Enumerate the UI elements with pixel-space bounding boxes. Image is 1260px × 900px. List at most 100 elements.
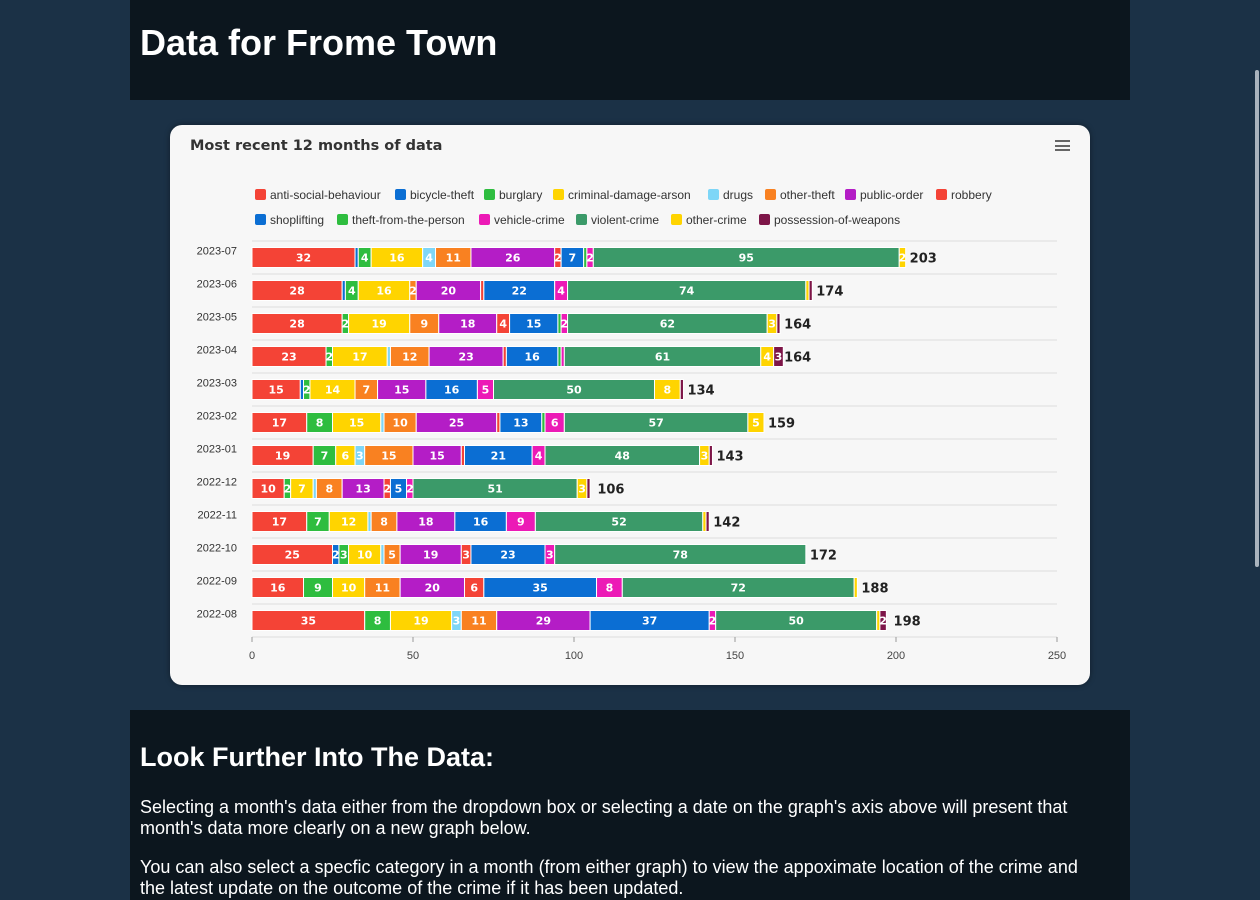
- legend-swatch: [845, 189, 856, 200]
- data-label: 2: [325, 351, 333, 364]
- legend-item-theft-from-the-person[interactable]: theft-from-the-person: [337, 213, 465, 227]
- category-label[interactable]: 2022-11: [197, 510, 237, 522]
- legend-item-other-crime[interactable]: other-crime: [671, 213, 747, 227]
- category-label[interactable]: 2023-07: [197, 246, 237, 258]
- data-label: 20: [441, 285, 457, 298]
- data-label: 28: [289, 318, 304, 331]
- legend-item-vehicle-crime[interactable]: vehicle-crime: [479, 213, 565, 227]
- header-panel: Data for Frome Town: [130, 0, 1130, 100]
- legend-item-public-order[interactable]: public-order: [845, 188, 923, 202]
- data-label: 5: [752, 417, 760, 430]
- data-label: 3: [546, 549, 554, 562]
- total-label: 159: [768, 417, 795, 432]
- data-label: 32: [296, 252, 311, 265]
- data-label: 23: [500, 549, 515, 562]
- data-label: 4: [557, 285, 565, 298]
- legend-item-other-theft[interactable]: other-theft: [765, 188, 835, 202]
- bar-segment-other-crime[interactable]: [747, 412, 765, 433]
- data-label: 11: [446, 252, 461, 265]
- data-label: 2: [554, 252, 562, 265]
- category-label[interactable]: 2022-10: [197, 543, 237, 555]
- data-label: 57: [648, 417, 663, 430]
- data-label: 13: [513, 417, 528, 430]
- legend-label: violent-crime: [591, 213, 659, 227]
- bar-segment-violent-crime[interactable]: [554, 544, 807, 565]
- x-tick-label: 0: [249, 650, 255, 662]
- data-label: 61: [655, 351, 670, 364]
- stacked-bar-chart: anti-social-behaviour bicycle-theft burgla…: [197, 188, 1067, 662]
- bar-segment-possession-of-weapons[interactable]: [879, 610, 887, 631]
- x-tick-label: 200: [887, 650, 905, 662]
- legend-item-criminal-damage-arson[interactable]: criminal-damage-arson: [553, 188, 691, 202]
- data-label: 5: [395, 483, 403, 496]
- data-label: 10: [341, 582, 357, 595]
- data-label: 3: [775, 351, 783, 364]
- bar-segment-possession-of-weapons[interactable]: [708, 445, 713, 466]
- data-label: 16: [389, 252, 405, 265]
- bar-segment-possession-of-weapons[interactable]: [705, 511, 710, 532]
- data-label: 13: [355, 483, 370, 496]
- category-label[interactable]: 2022-12: [197, 477, 237, 489]
- info-paragraph-1: Selecting a month's data either from the…: [140, 797, 1068, 838]
- chart-card: anti-social-behaviour bicycle-theft burgla…: [170, 125, 1090, 685]
- bar-segment-possession-of-weapons[interactable]: [773, 346, 784, 367]
- data-label: 23: [458, 351, 473, 364]
- data-label: 3: [578, 483, 586, 496]
- legend-swatch: [936, 189, 947, 200]
- data-label: 23: [281, 351, 296, 364]
- total-label: 188: [861, 582, 888, 597]
- data-label: 15: [349, 417, 364, 430]
- data-label: 6: [342, 450, 350, 463]
- data-label: 74: [679, 285, 695, 298]
- category-label[interactable]: 2022-09: [197, 576, 237, 588]
- data-label: 19: [413, 615, 428, 628]
- legend-item-robbery[interactable]: robbery: [936, 188, 992, 202]
- bar-segment-possession-of-weapons[interactable]: [808, 280, 813, 301]
- category-label[interactable]: 2023-05: [197, 312, 237, 324]
- category-label[interactable]: 2023-01: [197, 444, 237, 456]
- data-label: 6: [470, 582, 478, 595]
- bar-segment-possession-of-weapons[interactable]: [679, 379, 684, 400]
- data-label: 8: [316, 417, 324, 430]
- x-tick-label: 150: [726, 650, 744, 662]
- bar-segment-other-crime[interactable]: [853, 577, 858, 598]
- category-label[interactable]: 2022-08: [197, 609, 237, 621]
- data-label: 35: [301, 615, 316, 628]
- category-label[interactable]: 2023-03: [197, 378, 237, 390]
- legend-swatch: [671, 214, 682, 225]
- data-label: 16: [376, 285, 392, 298]
- category-label[interactable]: 2023-04: [197, 345, 237, 357]
- data-label: 22: [512, 285, 527, 298]
- data-label: 18: [460, 318, 475, 331]
- legend-item-burglary[interactable]: burglary: [484, 188, 542, 202]
- data-label: 16: [270, 582, 286, 595]
- bar-segment-possession-of-weapons[interactable]: [776, 313, 781, 334]
- data-label: 4: [763, 351, 771, 364]
- page-scrollbar[interactable]: [1255, 70, 1259, 567]
- category-label[interactable]: 2023-02: [197, 411, 237, 423]
- legend-item-drugs[interactable]: drugs: [708, 188, 753, 202]
- data-label: 16: [444, 384, 460, 397]
- x-tick-label: 250: [1048, 650, 1066, 662]
- legend-label: bicycle-theft: [410, 188, 475, 202]
- legend-item-shoplifting[interactable]: shoplifting: [255, 213, 324, 227]
- data-label: 19: [372, 318, 387, 331]
- legend-label: other-theft: [780, 188, 835, 202]
- bar-segment-other-crime[interactable]: [898, 247, 907, 268]
- legend-item-bicycle-theft[interactable]: bicycle-theft: [395, 188, 475, 202]
- legend-label: possession-of-weapons: [774, 213, 900, 227]
- legend-item-violent-crime[interactable]: violent-crime: [576, 213, 659, 227]
- data-label: 95: [739, 252, 754, 265]
- hamburger-menu-icon[interactable]: [1055, 140, 1070, 152]
- data-label: 6: [551, 417, 559, 430]
- category-label[interactable]: 2023-06: [197, 279, 237, 291]
- legend-swatch: [708, 189, 719, 200]
- legend-item-anti-social-behaviour[interactable]: anti-social-behaviour: [255, 188, 381, 202]
- data-label: 8: [606, 582, 614, 595]
- data-label: 16: [473, 516, 489, 529]
- data-label: 3: [453, 615, 461, 628]
- legend-item-possession-of-weapons[interactable]: possession-of-weapons: [759, 213, 900, 227]
- info-paragraph-2: You can also select a specfic category i…: [140, 857, 1078, 898]
- data-label: 2: [383, 483, 391, 496]
- bar-segment-possession-of-weapons[interactable]: [586, 478, 591, 499]
